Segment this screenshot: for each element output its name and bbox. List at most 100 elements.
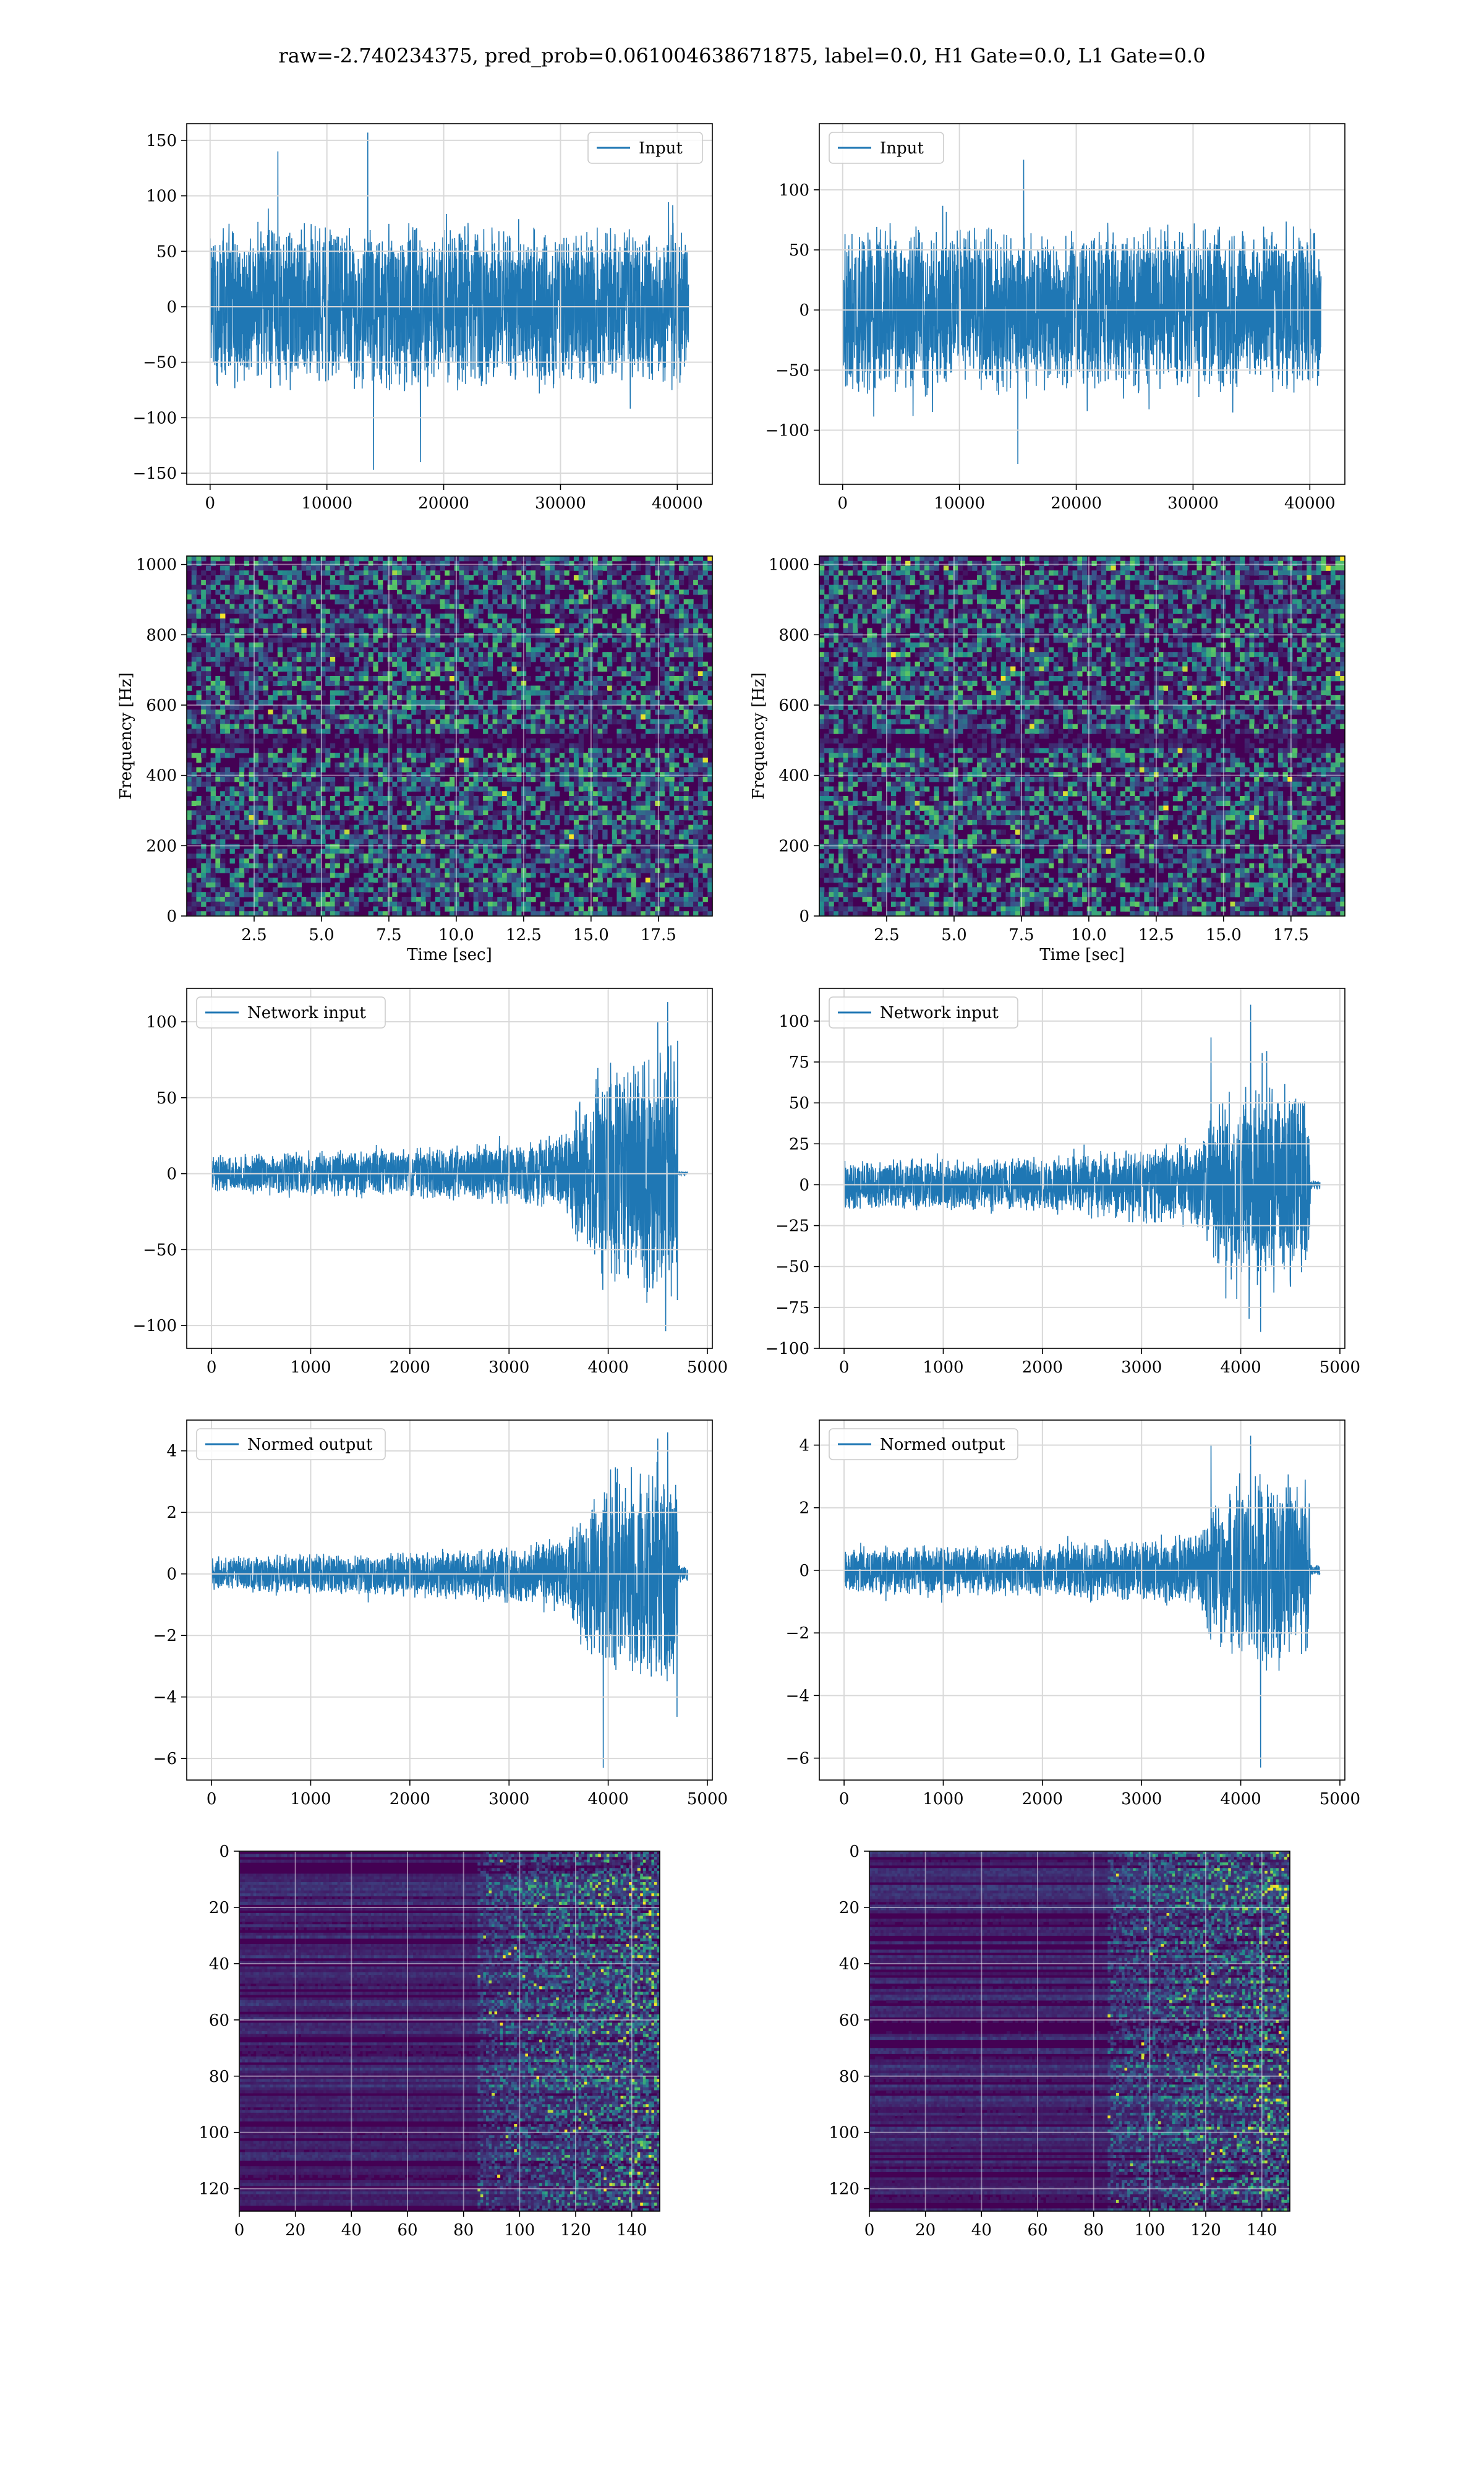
spectrogram-cell <box>506 858 513 864</box>
spectrogram-cell <box>559 623 565 628</box>
spectrogram-cell <box>401 676 407 682</box>
spectrogram-cell <box>258 800 264 807</box>
spectrogram-cell <box>354 637 359 643</box>
spectrogram-cell <box>664 676 670 682</box>
spectrogram-cell <box>592 556 599 562</box>
spectrogram-cell <box>564 776 569 782</box>
spectrogram-cell <box>688 805 694 811</box>
spectrogram-cell <box>215 815 221 821</box>
spectrogram-cell <box>282 575 288 581</box>
spectrogram-cell <box>612 714 618 720</box>
spectrogram-cell <box>497 839 503 845</box>
spectrogram-cell <box>401 647 407 653</box>
spectrogram-cell <box>621 834 627 840</box>
spectrogram-cell <box>564 695 569 701</box>
spectrogram-cell <box>464 589 469 595</box>
spectrogram-cell <box>697 719 704 725</box>
spectrogram-cell <box>249 796 254 802</box>
spectrogram-cell <box>416 849 422 854</box>
spectrogram-cell <box>349 858 355 864</box>
spectrogram-cell <box>292 680 297 687</box>
spectrogram-cell <box>521 599 527 605</box>
y-tick-label: 50 <box>789 241 809 260</box>
spectrogram-cell <box>621 820 627 826</box>
spectrogram-cell <box>516 748 522 753</box>
spectrogram-cell <box>287 676 292 682</box>
spectrogram-cell <box>191 810 197 816</box>
spectrogram-cell <box>669 748 675 753</box>
spectrogram-cell <box>201 738 207 744</box>
spectrogram-cell <box>392 570 398 576</box>
spectrogram-cell <box>631 796 636 802</box>
spectrogram-cell <box>292 829 297 835</box>
spectrogram-cell <box>210 800 216 807</box>
spectrogram-cell <box>335 565 340 571</box>
spectrogram-cell <box>683 863 689 868</box>
spectrogram-cell <box>254 671 259 677</box>
spectrogram-cell <box>354 748 359 753</box>
spectrogram-cell <box>564 633 569 638</box>
spectrogram-cell <box>420 609 426 614</box>
spectrogram-cell <box>401 781 407 787</box>
spectrogram-cell <box>325 628 331 633</box>
spectrogram-cell <box>229 734 235 739</box>
spectrogram-cell <box>688 647 694 653</box>
spectrogram-cell <box>430 700 436 706</box>
spectrogram-cell <box>597 820 603 826</box>
spectrogram-cell <box>359 796 364 802</box>
spectrogram-cell <box>683 719 689 725</box>
spectrogram-cell <box>473 738 479 744</box>
spectrogram-cell <box>330 786 336 792</box>
spectrogram-cell <box>425 820 431 826</box>
spectrogram-cell <box>545 829 550 835</box>
spectrogram-cell <box>626 671 632 677</box>
spectrogram-cell <box>368 786 373 792</box>
spectrogram-cell <box>268 661 273 667</box>
spectrogram-cell <box>464 772 469 777</box>
spectrogram-cell <box>531 594 536 600</box>
spectrogram-cell <box>526 652 531 657</box>
spectrogram-cell <box>535 560 541 567</box>
spectrogram-cell <box>621 685 627 691</box>
spectrogram-cell <box>564 700 569 706</box>
spectrogram-cell <box>473 781 479 787</box>
spectrogram-cell <box>459 565 464 571</box>
spectrogram-cell <box>483 800 488 807</box>
spectrogram-cell <box>378 599 383 605</box>
spectrogram-cell <box>583 609 589 614</box>
spectrogram-cell <box>239 565 245 571</box>
spectrogram-cell <box>592 594 599 600</box>
spectrogram-cell <box>650 656 655 662</box>
spectrogram-cell <box>492 724 498 729</box>
spectrogram-cell <box>397 863 403 868</box>
spectrogram-cell <box>535 580 541 586</box>
spectrogram-cell <box>669 863 675 868</box>
spectrogram-cell <box>287 772 292 777</box>
spectrogram-cell <box>697 820 704 826</box>
spectrogram-cell <box>478 570 484 576</box>
spectrogram-cell <box>702 724 708 729</box>
spectrogram-cell <box>268 729 273 734</box>
spectrogram-cell <box>191 556 197 562</box>
spectrogram-cell <box>359 724 364 729</box>
spectrogram-cell <box>569 729 574 734</box>
spectrogram-cell <box>478 844 484 849</box>
spectrogram-cell <box>282 781 288 787</box>
spectrogram-cell <box>607 748 613 753</box>
spectrogram-cell <box>459 729 464 734</box>
spectrogram-cell <box>588 805 594 811</box>
spectrogram-cell <box>344 776 350 782</box>
spectrogram-cell <box>435 671 441 677</box>
spectrogram-cell <box>464 810 469 816</box>
spectrogram-cell <box>397 700 403 706</box>
spectrogram-cell <box>655 709 660 715</box>
spectrogram-cell <box>201 844 207 849</box>
spectrogram-cell <box>588 704 594 710</box>
spectrogram-cell <box>363 724 369 729</box>
spectrogram-cell <box>234 776 240 782</box>
spectrogram-cell <box>196 661 202 667</box>
spectrogram-cell <box>602 849 608 854</box>
spectrogram-cell <box>531 858 536 864</box>
spectrogram-cell <box>210 642 216 648</box>
spectrogram-cell <box>636 714 641 720</box>
